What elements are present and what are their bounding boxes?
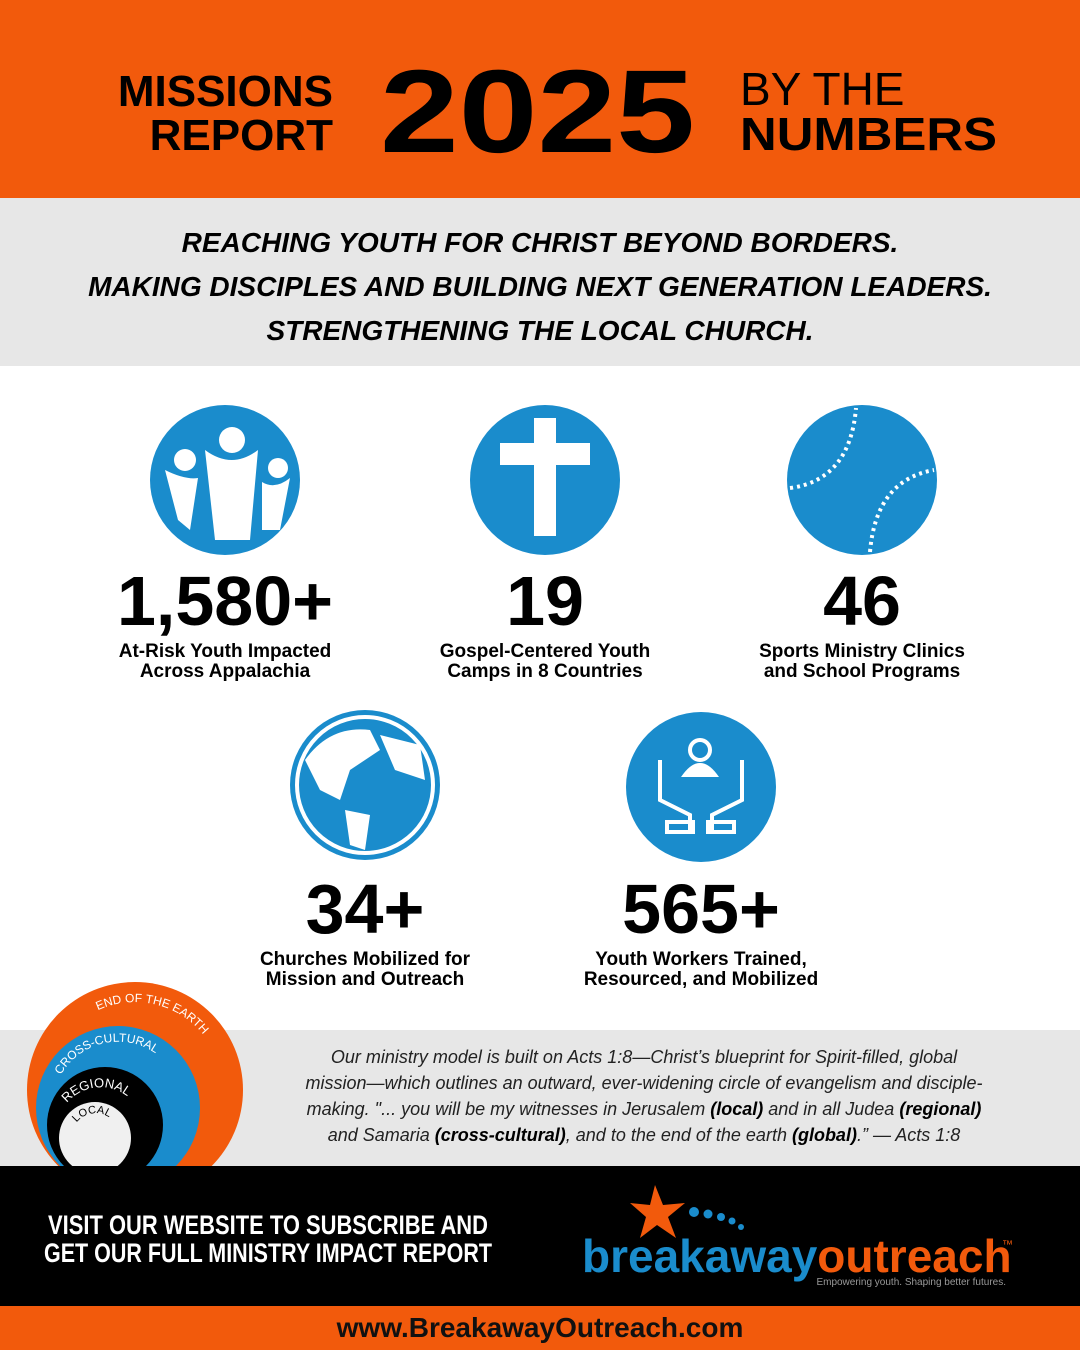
model-text: Our ministry model is built on Acts 1:8—… (306, 1047, 983, 1145)
stat-label: Churches Mobilized for (260, 949, 471, 970)
logo-text: breakawayoutreach (582, 1230, 1012, 1282)
model-line: mission—which outlines an outward, ever-… (306, 1073, 983, 1093)
cross-icon (500, 418, 590, 536)
model-segment: and in all Judea (763, 1099, 899, 1119)
stat-number: 46 (823, 562, 901, 640)
model-segment: Our ministry model is built on Acts 1:8—… (331, 1047, 958, 1067)
stat-label: Gospel-Centered Youth (440, 641, 650, 662)
stat-number: 565+ (622, 870, 780, 948)
footer-band (0, 1166, 1080, 1306)
tagline: STRENGTHENING THE LOCAL CHURCH. (266, 315, 813, 346)
stat-label: Sports Ministry Clinics (759, 641, 965, 662)
logo-tagline: Empowering youth. Shaping better futures… (816, 1277, 1006, 1288)
model-segment: and Samaria (328, 1125, 435, 1145)
logo-first: breakaway (582, 1230, 818, 1282)
globe-icon (295, 715, 435, 855)
model-segment: making. "... you will be my witnesses in… (307, 1099, 711, 1119)
hands-icon (658, 738, 744, 834)
stat-label: Youth Workers Trained, (595, 949, 807, 970)
url[interactable]: www.BreakawayOutreach.com (336, 1312, 744, 1343)
stat-number: 1,580+ (117, 562, 333, 640)
model-segment: , and to the end of the earth (566, 1125, 792, 1145)
header-band (0, 0, 1080, 198)
people-icon (165, 427, 290, 540)
model-segment: .” — Acts 1:8 (857, 1125, 960, 1145)
logo-second: outreach (817, 1230, 1011, 1282)
stat-label: Camps in 8 Countries (447, 661, 642, 682)
tagline: REACHING YOUTH FOR CHRIST BEYOND BORDERS… (182, 227, 899, 258)
model-line: Our ministry model is built on Acts 1:8—… (331, 1047, 958, 1067)
header-right: BY THE (740, 63, 904, 115)
logo: breakawayoutreach ™ Empowering youth. Sh… (582, 1185, 1013, 1288)
model-segment: mission—which outlines an outward, ever-… (306, 1073, 983, 1093)
model-segment: (global) (792, 1125, 857, 1145)
model-line: and Samaria (cross-cultural), and to the… (328, 1125, 961, 1145)
logo-mark: ™ (1002, 1239, 1013, 1251)
model-line: making. "... you will be my witnesses in… (307, 1099, 982, 1119)
stat-label: Across Appalachia (140, 661, 311, 682)
stat-label: Mission and Outreach (266, 969, 464, 990)
header-left: MISSIONS (118, 67, 333, 116)
header-year: 2025 (380, 46, 695, 178)
stat-label: and School Programs (764, 661, 960, 682)
stat-label: Resourced, and Mobilized (584, 969, 818, 990)
model-segment: (regional) (899, 1099, 981, 1119)
url-band (0, 1306, 1080, 1350)
ball-icon (789, 407, 935, 553)
header-left: REPORT (150, 111, 333, 160)
cta: GET OUR FULL MINISTRY IMPACT REPORT (44, 1238, 492, 1268)
tagline-band (0, 198, 1080, 366)
stat-number: 19 (506, 562, 584, 640)
model-segment: (local) (710, 1099, 763, 1119)
model-segment: (cross-cultural) (435, 1125, 566, 1145)
cta: VISIT OUR WEBSITE TO SUBSCRIBE AND (48, 1210, 488, 1240)
circle-model: END OF THE EARTH CROSS-CULTURAL REGIONAL… (27, 982, 243, 1198)
stat-number: 34+ (306, 870, 425, 948)
header-right: NUMBERS (740, 108, 997, 160)
tagline: MAKING DISCIPLES AND BUILDING NEXT GENER… (88, 271, 992, 302)
stat-label: At-Risk Youth Impacted (119, 641, 332, 662)
